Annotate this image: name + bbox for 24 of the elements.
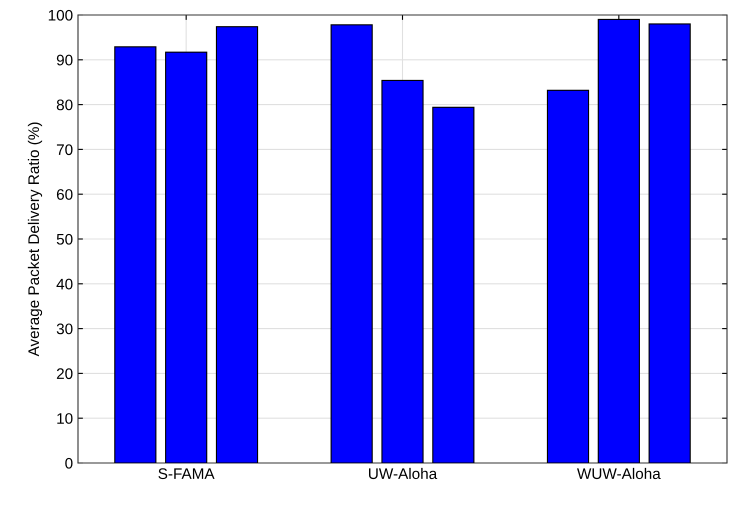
bar (598, 18, 640, 463)
x-tick-label: WUW-Aloha (577, 468, 661, 480)
bar (648, 23, 691, 463)
y-tick-label: 90 (56, 54, 73, 66)
bar (330, 24, 373, 463)
y-tick-label: 20 (56, 368, 73, 380)
bar (114, 46, 156, 463)
bar (432, 106, 474, 463)
x-tick-label: UW-Aloha (369, 468, 438, 480)
x-tick-label: S-FAMA (158, 468, 215, 480)
y-tick-label: 0 (65, 458, 73, 469)
bar (165, 52, 208, 463)
y-tick-label: 10 (57, 413, 73, 424)
bar (216, 26, 258, 463)
y-axis-title: Average Packet Delivery Ratio (%) (28, 122, 42, 356)
y-tick-label: 100 (48, 10, 73, 21)
y-tick-label: 40 (56, 278, 73, 290)
y-tick-label: 70 (56, 144, 73, 156)
bar (546, 90, 590, 463)
y-tick-label: 30 (56, 323, 73, 334)
y-tick-label: 50 (56, 234, 73, 245)
bar (381, 80, 424, 463)
y-tick-label: 80 (56, 99, 73, 110)
y-tick-label: 60 (56, 189, 73, 200)
